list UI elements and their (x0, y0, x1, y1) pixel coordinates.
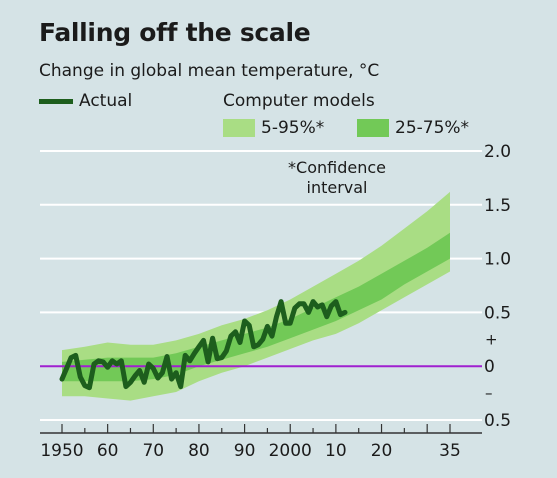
legend-band-25-75: 25-75%* (357, 118, 469, 138)
legend-models-title: Computer models (223, 91, 375, 111)
x-tick-label-20: 20 (371, 441, 393, 461)
y-tick-label-0: 2.0 (484, 142, 511, 162)
x-tick-label-35: 35 (439, 441, 461, 461)
x-tick-label-90: 90 (234, 441, 256, 461)
y-sign-minus: – (485, 384, 493, 402)
x-tick-label-2000: 2000 (269, 441, 312, 461)
actual-series-line (59, 299, 348, 391)
y-tick-label-4: 0 (484, 357, 495, 377)
confidence-note: *Confidence interval (288, 158, 386, 197)
legend-actual: Actual (39, 91, 132, 111)
band-25-75-swatch (357, 119, 389, 137)
band-5-95-swatch (223, 119, 255, 137)
actual-line-swatch (39, 98, 73, 104)
x-tick-label-70: 70 (142, 441, 164, 461)
band-5-95 (62, 191, 450, 401)
legend-band-25-75-label: 25-75%* (395, 118, 470, 138)
chart-title: Falling off the scale (39, 18, 311, 47)
y-tick-label-5: 0.5 (484, 411, 511, 431)
x-tick-label-60: 60 (97, 441, 119, 461)
legend-band-5-95: 5-95%* (223, 118, 324, 138)
x-tick-label-80: 80 (188, 441, 210, 461)
y-tick-label-1: 1.5 (484, 196, 511, 216)
legend-band-5-95-label: 5-95%* (261, 118, 325, 138)
legend-actual-label: Actual (79, 91, 133, 111)
x-tick-label-10: 10 (325, 441, 347, 461)
y-sign-plus: + (485, 330, 498, 348)
y-tick-label-3: 0.5 (484, 303, 511, 323)
x-tick-label-1950: 1950 (40, 441, 83, 461)
chart-subtitle: Change in global mean temperature, °C (39, 61, 380, 81)
y-tick-label-2: 1.0 (484, 250, 511, 270)
